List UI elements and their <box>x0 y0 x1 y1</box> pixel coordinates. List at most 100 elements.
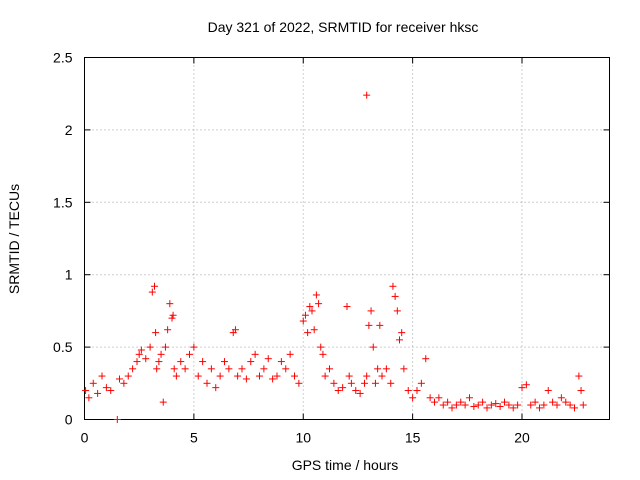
data-point <box>129 365 137 373</box>
data-point <box>326 365 333 373</box>
data-point <box>321 372 329 380</box>
data-point <box>207 365 215 373</box>
data-point <box>113 416 121 423</box>
data-point <box>282 365 290 373</box>
data-point <box>514 401 522 409</box>
x-tick-label: 0 <box>81 430 89 446</box>
data-point <box>190 343 198 351</box>
data-point <box>194 372 202 380</box>
data-point <box>444 398 452 406</box>
data-point <box>251 350 259 358</box>
data-point <box>216 372 224 380</box>
data-point <box>345 372 353 380</box>
data-point <box>177 358 185 366</box>
data-point <box>231 326 239 334</box>
chart-title: Day 321 of 2022, SRMTID for receiver hks… <box>208 19 479 35</box>
data-points <box>82 91 587 423</box>
data-point <box>361 379 368 387</box>
data-point <box>166 300 174 308</box>
data-point <box>291 372 298 380</box>
data-point <box>571 404 578 412</box>
data-point <box>376 321 384 329</box>
y-tick-label: 1.5 <box>53 194 73 210</box>
data-point <box>312 291 320 299</box>
data-point <box>124 372 132 380</box>
data-point <box>133 358 141 366</box>
data-point <box>422 355 430 363</box>
data-point <box>417 379 425 387</box>
data-point <box>404 387 412 395</box>
data-point <box>234 372 242 380</box>
data-point <box>169 311 177 319</box>
data-point <box>509 404 517 412</box>
data-point <box>221 358 228 366</box>
x-tick-label: 5 <box>190 430 198 446</box>
x-tick-label: 20 <box>514 430 530 446</box>
y-tick-label: 2 <box>65 122 73 138</box>
data-point <box>501 398 508 406</box>
data-point <box>369 343 377 351</box>
data-point <box>181 365 189 373</box>
data-point <box>186 350 193 358</box>
data-point <box>319 350 327 358</box>
x-tick-label: 10 <box>295 430 311 446</box>
data-point <box>549 398 557 406</box>
data-point <box>315 300 323 308</box>
data-point <box>155 358 163 366</box>
data-point <box>365 321 373 329</box>
data-point <box>522 381 530 389</box>
data-point <box>120 379 128 387</box>
data-point <box>339 384 347 392</box>
data-point <box>153 365 161 373</box>
data-point <box>562 398 570 406</box>
grid <box>84 57 610 420</box>
data-point <box>398 329 406 337</box>
data-point <box>505 401 513 409</box>
data-point <box>107 387 115 395</box>
data-point <box>457 398 465 406</box>
data-point <box>448 404 456 412</box>
data-point <box>247 358 255 366</box>
data-point <box>286 350 294 358</box>
data-point <box>151 282 158 290</box>
data-point <box>306 303 314 311</box>
data-point <box>82 387 90 395</box>
data-point <box>575 372 583 380</box>
data-point <box>161 343 169 351</box>
data-point <box>382 365 390 373</box>
data-point <box>142 355 150 363</box>
data-point <box>374 365 382 373</box>
data-point <box>308 307 316 315</box>
data-point <box>172 372 180 380</box>
data-point <box>85 394 93 402</box>
data-point <box>487 401 495 409</box>
data-point <box>531 398 539 406</box>
data-point <box>527 401 535 409</box>
data-point <box>492 400 500 408</box>
data-point <box>536 404 543 412</box>
data-point <box>203 379 211 387</box>
x-axis-label: GPS time / hours <box>292 457 399 473</box>
data-point <box>304 329 312 337</box>
data-point <box>317 343 325 351</box>
data-point <box>199 358 207 366</box>
data-point <box>256 372 263 380</box>
y-axis-label: SRMTID / TECUs <box>6 184 22 294</box>
y-tick-label: 1 <box>65 267 73 283</box>
data-point <box>579 401 587 409</box>
data-point <box>343 303 351 311</box>
data-point <box>135 350 143 358</box>
data-point <box>483 404 491 412</box>
y-tick-label: 0.5 <box>53 339 73 355</box>
data-point <box>137 346 145 354</box>
data-point <box>334 387 342 395</box>
data-point <box>389 282 397 290</box>
data-point <box>347 379 355 387</box>
data-point <box>98 372 106 380</box>
data-point <box>238 365 246 373</box>
data-point <box>435 394 443 402</box>
data-point <box>409 394 417 402</box>
data-point <box>479 398 487 406</box>
data-point <box>352 387 360 395</box>
data-point <box>116 375 123 383</box>
